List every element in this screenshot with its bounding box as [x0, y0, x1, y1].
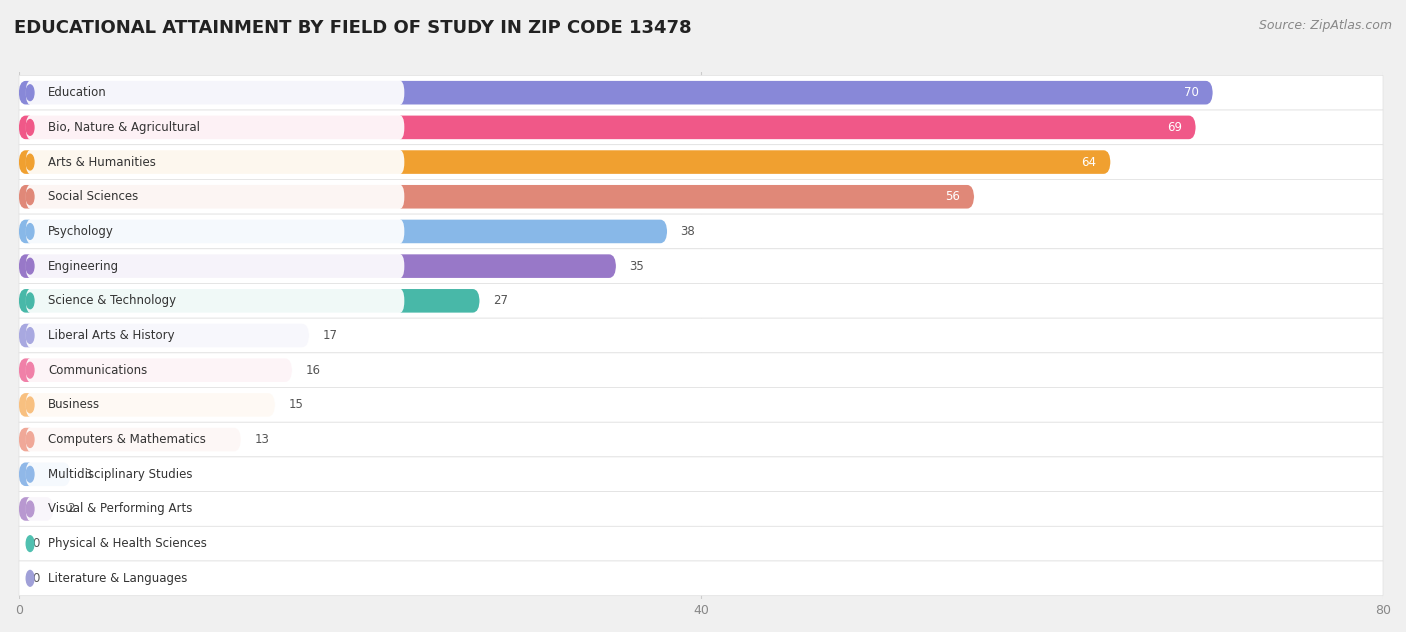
- FancyBboxPatch shape: [20, 353, 1384, 387]
- FancyBboxPatch shape: [25, 219, 405, 244]
- FancyBboxPatch shape: [25, 427, 405, 453]
- Text: EDUCATIONAL ATTAINMENT BY FIELD OF STUDY IN ZIP CODE 13478: EDUCATIONAL ATTAINMENT BY FIELD OF STUDY…: [14, 19, 692, 37]
- Text: Science & Technology: Science & Technology: [48, 295, 176, 307]
- FancyBboxPatch shape: [18, 428, 240, 451]
- FancyBboxPatch shape: [25, 323, 405, 348]
- Circle shape: [27, 189, 34, 205]
- Text: 0: 0: [32, 572, 39, 585]
- Text: 69: 69: [1167, 121, 1182, 134]
- FancyBboxPatch shape: [20, 214, 1384, 249]
- Text: 70: 70: [1184, 86, 1199, 99]
- Circle shape: [27, 85, 34, 100]
- Text: 13: 13: [254, 433, 269, 446]
- FancyBboxPatch shape: [18, 185, 974, 209]
- FancyBboxPatch shape: [25, 531, 405, 556]
- FancyBboxPatch shape: [20, 492, 1384, 526]
- Text: Multidisciplinary Studies: Multidisciplinary Studies: [48, 468, 193, 481]
- FancyBboxPatch shape: [25, 288, 405, 313]
- Text: 2: 2: [66, 502, 75, 516]
- FancyBboxPatch shape: [25, 114, 405, 140]
- FancyBboxPatch shape: [18, 116, 1195, 139]
- Text: Business: Business: [48, 398, 100, 411]
- Circle shape: [27, 154, 34, 170]
- Text: Education: Education: [48, 86, 107, 99]
- FancyBboxPatch shape: [18, 463, 70, 486]
- FancyBboxPatch shape: [18, 497, 53, 521]
- FancyBboxPatch shape: [20, 561, 1384, 596]
- Text: 3: 3: [84, 468, 91, 481]
- FancyBboxPatch shape: [20, 457, 1384, 492]
- FancyBboxPatch shape: [25, 566, 405, 591]
- Text: Arts & Humanities: Arts & Humanities: [48, 155, 156, 169]
- FancyBboxPatch shape: [20, 179, 1384, 214]
- Text: 16: 16: [305, 363, 321, 377]
- Circle shape: [27, 327, 34, 343]
- FancyBboxPatch shape: [25, 253, 405, 279]
- Circle shape: [27, 536, 34, 552]
- Text: Source: ZipAtlas.com: Source: ZipAtlas.com: [1258, 19, 1392, 32]
- Text: 35: 35: [630, 260, 644, 272]
- FancyBboxPatch shape: [20, 75, 1384, 110]
- FancyBboxPatch shape: [18, 358, 292, 382]
- FancyBboxPatch shape: [18, 393, 276, 416]
- Text: Psychology: Psychology: [48, 225, 114, 238]
- Circle shape: [27, 293, 34, 308]
- Text: 27: 27: [494, 295, 508, 307]
- Text: Bio, Nature & Agricultural: Bio, Nature & Agricultural: [48, 121, 200, 134]
- Text: Liberal Arts & History: Liberal Arts & History: [48, 329, 174, 342]
- FancyBboxPatch shape: [18, 254, 616, 278]
- FancyBboxPatch shape: [25, 392, 405, 418]
- Circle shape: [27, 362, 34, 378]
- FancyBboxPatch shape: [20, 318, 1384, 353]
- FancyBboxPatch shape: [18, 220, 668, 243]
- Circle shape: [27, 501, 34, 517]
- FancyBboxPatch shape: [25, 149, 405, 175]
- Circle shape: [27, 432, 34, 447]
- Text: Social Sciences: Social Sciences: [48, 190, 138, 204]
- FancyBboxPatch shape: [20, 422, 1384, 457]
- FancyBboxPatch shape: [25, 184, 405, 209]
- FancyBboxPatch shape: [20, 387, 1384, 422]
- Circle shape: [27, 258, 34, 274]
- Text: 64: 64: [1081, 155, 1097, 169]
- Text: Computers & Mathematics: Computers & Mathematics: [48, 433, 205, 446]
- Circle shape: [27, 397, 34, 413]
- Text: Physical & Health Sciences: Physical & Health Sciences: [48, 537, 207, 550]
- FancyBboxPatch shape: [25, 358, 405, 383]
- Text: Visual & Performing Arts: Visual & Performing Arts: [48, 502, 193, 516]
- Text: 0: 0: [32, 537, 39, 550]
- Text: 38: 38: [681, 225, 696, 238]
- Text: Literature & Languages: Literature & Languages: [48, 572, 187, 585]
- FancyBboxPatch shape: [18, 324, 309, 348]
- Circle shape: [27, 466, 34, 482]
- Circle shape: [27, 224, 34, 240]
- Text: 15: 15: [288, 398, 304, 411]
- Circle shape: [27, 119, 34, 135]
- FancyBboxPatch shape: [20, 110, 1384, 145]
- Text: Communications: Communications: [48, 363, 148, 377]
- Text: 17: 17: [322, 329, 337, 342]
- FancyBboxPatch shape: [20, 249, 1384, 284]
- FancyBboxPatch shape: [25, 461, 405, 487]
- FancyBboxPatch shape: [18, 150, 1111, 174]
- FancyBboxPatch shape: [25, 496, 405, 521]
- FancyBboxPatch shape: [20, 145, 1384, 179]
- FancyBboxPatch shape: [20, 284, 1384, 318]
- Text: 56: 56: [945, 190, 960, 204]
- Circle shape: [27, 571, 34, 586]
- Text: Engineering: Engineering: [48, 260, 120, 272]
- FancyBboxPatch shape: [18, 289, 479, 313]
- FancyBboxPatch shape: [25, 80, 405, 106]
- FancyBboxPatch shape: [20, 526, 1384, 561]
- FancyBboxPatch shape: [18, 81, 1213, 104]
